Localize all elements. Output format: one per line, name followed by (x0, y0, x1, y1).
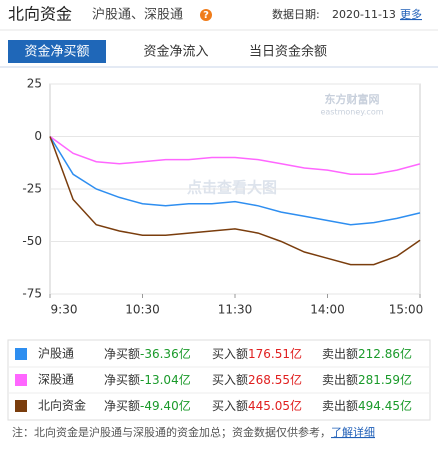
x-tick-label: 11:30 (218, 303, 253, 317)
table-cell: 净买额-13.04亿 (104, 372, 191, 387)
unit: 亿 (400, 398, 412, 413)
header-title: 北向资金 (8, 5, 72, 24)
note: 注：北向资金是沪股通与深股通的资金加总；资金数据仅供参考，了解详细 (12, 425, 375, 439)
y-tick-label: 0 (34, 129, 42, 143)
y-tick-label: 25 (27, 77, 42, 91)
column-label: 卖出额 (322, 399, 358, 413)
amount: 212.86 (358, 347, 400, 361)
watermark: 东方财富网 (325, 92, 380, 106)
column-label: 买入额 (212, 373, 248, 387)
table-cell: 买入额268.55亿 (212, 372, 302, 387)
legend-label: 北向资金 (38, 398, 86, 413)
unit: 亿 (290, 346, 302, 361)
column-label: 净买额 (104, 347, 140, 361)
amount: 445.05 (248, 399, 290, 413)
table-cell: 卖出额212.86亿 (322, 346, 412, 361)
watermark[interactable]: 点击查看大图 (187, 179, 277, 197)
legend-label: 沪股通 (38, 347, 74, 361)
unit: 亿 (179, 398, 191, 413)
column-label: 买入额 (212, 347, 248, 361)
x-tick-label: 15:00 (389, 303, 424, 317)
unit: 亿 (400, 372, 412, 387)
x-tick-label: 10:30 (125, 303, 160, 317)
amount: 494.45 (358, 399, 400, 413)
column-label: 买入额 (212, 399, 248, 413)
y-tick-label: -25 (22, 182, 42, 196)
header-subtitle: 沪股通、深股通 (92, 7, 183, 23)
column-label: 卖出额 (322, 373, 358, 387)
legend-swatch (15, 374, 27, 386)
tab[interactable]: 资金净买额 (24, 44, 89, 60)
series-line (49, 135, 421, 176)
amount: -36.36 (140, 347, 179, 361)
unit: 亿 (179, 372, 191, 387)
note-text: 注：北向资金是沪股通与深股通的资金加总；资金数据仅供参考， (12, 425, 331, 439)
tab[interactable]: 当日资金余额 (249, 44, 327, 60)
legend-table (7, 339, 431, 421)
y-tick-label: -75 (22, 287, 42, 301)
note-link[interactable]: 了解详细 (331, 425, 375, 439)
table-cell: 净买额-36.36亿 (104, 346, 191, 361)
amount: -13.04 (140, 373, 179, 387)
table-cell: 买入额176.51亿 (212, 346, 302, 361)
watermark: eastmoney.com (320, 108, 383, 117)
amount: 281.59 (358, 373, 400, 387)
unit: 亿 (179, 346, 191, 361)
date-label: 数据日期: (272, 7, 320, 21)
table-cell: 净买额-49.40亿 (104, 398, 191, 413)
legend-label: 深股通 (38, 373, 74, 387)
table-cell: 卖出额281.59亿 (322, 372, 412, 387)
amount: 176.51 (248, 347, 290, 361)
series-line (49, 136, 421, 226)
date: 2020-11-13 (332, 8, 396, 21)
table-cell: 卖出额494.45亿 (322, 398, 412, 413)
legend-swatch (15, 348, 27, 360)
column-label: 净买额 (104, 373, 140, 387)
table-cell: 买入额445.05亿 (212, 398, 302, 413)
more-link[interactable]: 更多 (400, 7, 422, 21)
column-label: 卖出额 (322, 347, 358, 361)
amount: 268.55 (248, 373, 290, 387)
x-tick-label: 9:30 (51, 303, 78, 317)
unit: 亿 (400, 346, 412, 361)
column-label: 净买额 (104, 399, 140, 413)
y-tick-label: -50 (22, 234, 42, 248)
series-line (49, 136, 421, 266)
tab-active-bg[interactable] (8, 40, 106, 63)
unit: 亿 (290, 398, 302, 413)
legend-swatch (15, 400, 27, 412)
unit: 亿 (290, 372, 302, 387)
help-icon[interactable] (200, 9, 212, 21)
x-tick-label: 14:00 (310, 303, 345, 317)
help-text[interactable]: ? (203, 10, 209, 21)
tab[interactable]: 资金净流入 (143, 44, 208, 60)
amount: -49.40 (140, 399, 179, 413)
